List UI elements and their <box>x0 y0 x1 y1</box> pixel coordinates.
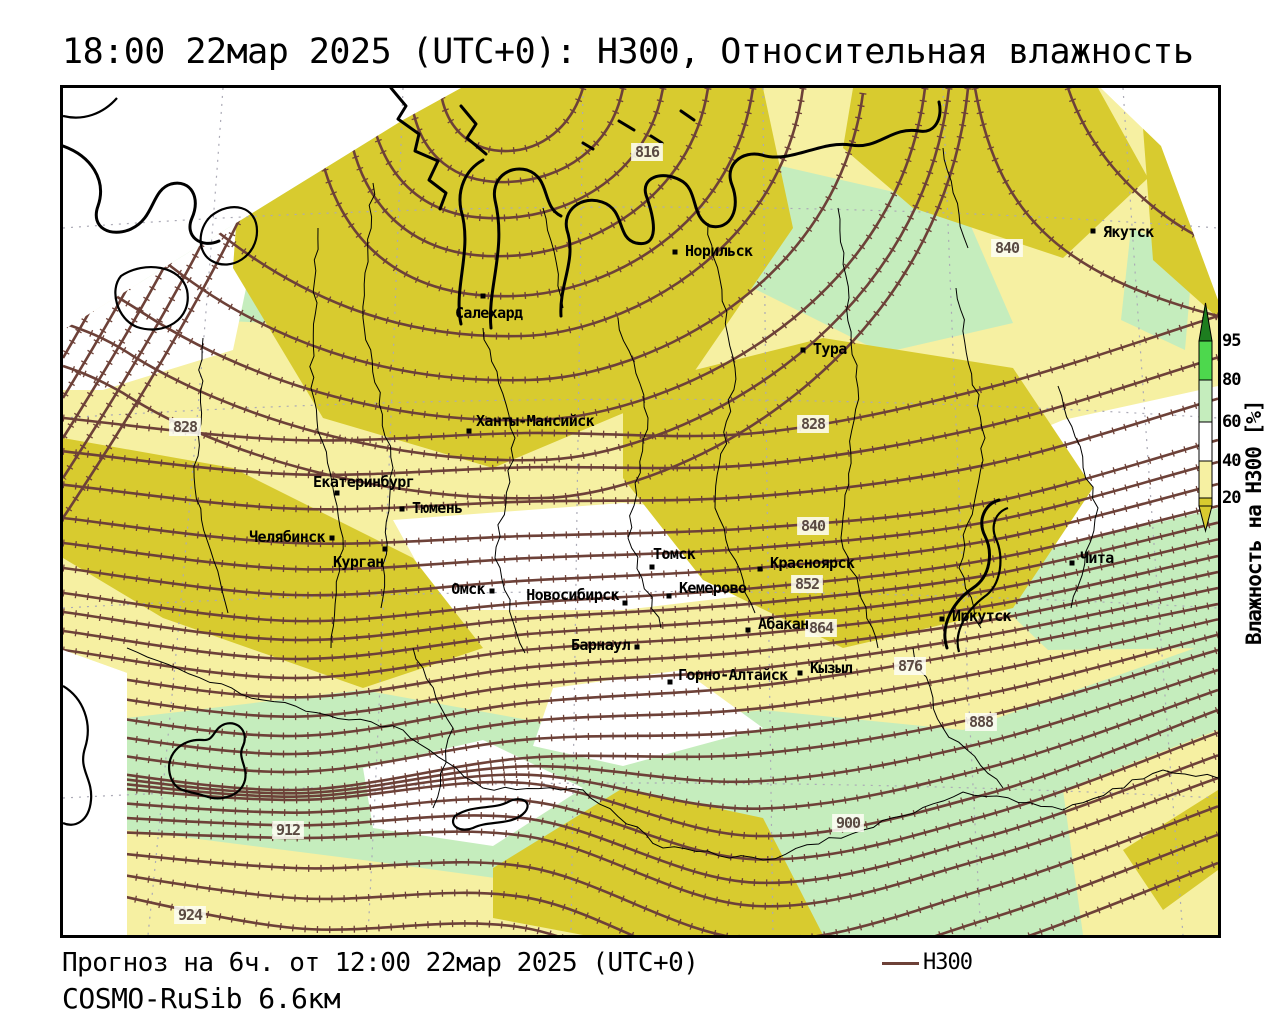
city-dot <box>399 506 405 512</box>
contour-label-bg <box>965 713 997 731</box>
colorbar <box>1198 302 1213 533</box>
city-dot <box>382 546 388 552</box>
city-label: Кызыл <box>810 659 853 677</box>
city-label: Салехард <box>455 304 523 322</box>
model-info: COSMO-RuSib 6.6км <box>62 982 341 1015</box>
city-label: Горно-Алтайск <box>678 666 788 684</box>
city-dot <box>939 616 945 622</box>
city-dot <box>797 670 803 676</box>
contour-label-bg <box>174 906 206 924</box>
city-layer: Якутск Норильск Салехард Тура Ханты-Мансийск… <box>249 223 1155 685</box>
contour-label-bg <box>797 415 829 433</box>
weather-map: 816 828 828 840 840 852 864 876 888 900 912 924 Якут… <box>60 85 1221 938</box>
city-dot <box>666 593 672 599</box>
city-dot <box>466 428 472 434</box>
contour-label-bg <box>805 619 837 637</box>
contour-label: 828 <box>173 418 198 436</box>
colorbar-tick-80: 80 <box>1222 370 1242 390</box>
contour-label: 816 <box>635 143 660 161</box>
colorbar-tick-20: 20 <box>1222 488 1242 508</box>
city-dot <box>634 644 640 650</box>
contour-label: 924 <box>178 906 203 924</box>
colorbar-caption: Влажность на H300 [%] <box>1242 400 1266 645</box>
city-dot <box>1069 560 1075 566</box>
h300-contour-layer <box>63 88 1218 935</box>
contour-label-bg <box>797 517 829 535</box>
contour-label-bg <box>832 814 864 832</box>
map-canvas: 816 828 828 840 840 852 864 876 888 900 912 924 Якут… <box>63 88 1218 935</box>
city-dot <box>622 600 628 606</box>
city-label: Новосибирск <box>526 586 619 604</box>
contour-label-bg <box>169 418 201 436</box>
city-label: Тура <box>813 340 847 358</box>
contour-label: 900 <box>836 814 861 832</box>
city-label: Норильск <box>685 242 753 260</box>
page-title: 18:00 22мар 2025 (UTC+0): H300, Относите… <box>62 32 1194 72</box>
contour-label-bg <box>631 143 663 161</box>
city-label: Челябинск <box>249 528 325 546</box>
city-dot <box>329 535 335 541</box>
city-label: Курган <box>333 553 384 571</box>
colorbar-tick-40: 40 <box>1222 451 1242 471</box>
city-label: Томск <box>653 545 696 563</box>
city-label: Якутск <box>1103 223 1154 241</box>
city-dot <box>667 679 673 685</box>
city-dot <box>334 490 340 496</box>
city-dot <box>800 347 806 353</box>
city-label: Иркутск <box>952 607 1012 625</box>
city-dot <box>745 627 751 633</box>
contour-label: 888 <box>969 713 994 731</box>
city-dot <box>489 588 495 594</box>
contour-label: 852 <box>795 575 819 593</box>
contour-label-bg <box>991 239 1023 257</box>
city-dot <box>757 566 763 572</box>
h300-line-sample <box>882 962 919 965</box>
city-label: Омск <box>451 580 485 598</box>
city-label: Ханты-Мансийск <box>476 412 595 430</box>
city-label: Красноярск <box>770 554 855 572</box>
city-label: Тюмень <box>412 499 463 517</box>
city-dot <box>672 249 678 255</box>
coastlines <box>63 88 1009 831</box>
contour-label-bg <box>791 575 823 593</box>
city-label: Чита <box>1080 549 1114 567</box>
colorbar-tick-95: 95 <box>1222 331 1242 351</box>
contour-label: 840 <box>995 239 1020 257</box>
city-dot <box>480 293 486 299</box>
city-label: Абакан <box>758 615 809 633</box>
city-dot <box>1090 228 1096 234</box>
contour-label: 840 <box>801 517 826 535</box>
contour-label: 828 <box>801 415 826 433</box>
city-label: Екатеринбург <box>313 473 414 491</box>
contour-label-bg <box>894 657 926 675</box>
contour-label: 912 <box>276 821 300 839</box>
colorbar-tick-60: 60 <box>1222 412 1242 432</box>
contour-label: 876 <box>898 657 923 675</box>
city-label: Кемерово <box>679 579 747 597</box>
contour-labels: 816 828 828 840 840 852 864 876 888 900 912 924 <box>169 143 1023 924</box>
city-label: Барнаул <box>571 636 631 654</box>
legend-h300-label: H300 <box>923 950 973 975</box>
contour-label-bg <box>272 821 304 839</box>
city-dot <box>649 564 655 570</box>
contour-label: 864 <box>809 619 834 637</box>
forecast-info: Прогноз на 6ч. от 12:00 22мар 2025 (UTC+… <box>62 948 699 978</box>
admin-borders <box>126 147 1218 861</box>
